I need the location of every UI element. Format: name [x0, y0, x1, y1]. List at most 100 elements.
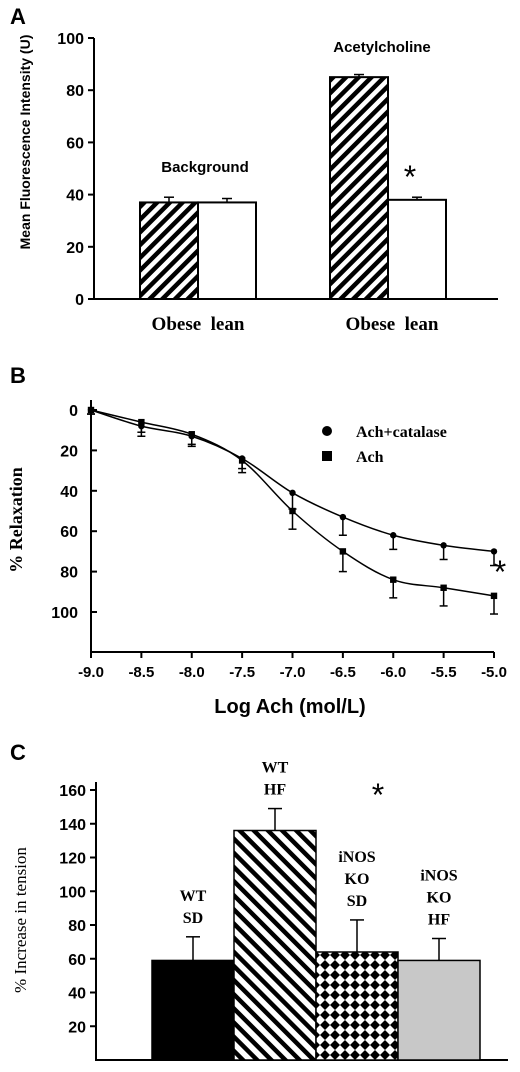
x-tick-label: -6.0 — [380, 664, 406, 681]
error-bar — [338, 551, 347, 573]
y-tick-label: 0 — [69, 403, 78, 420]
y-tick-label: 60 — [60, 524, 78, 541]
bar-obese — [329, 76, 389, 301]
x-tick-label: -5.5 — [431, 664, 457, 681]
panel-a-ylabel: Mean Fluorescence Intensity (U) — [17, 35, 33, 250]
y-tick-label: 40 — [66, 188, 84, 205]
y-tick-label: 40 — [68, 986, 86, 1003]
panel-c-asterisk: * — [372, 777, 384, 813]
error-bar — [432, 937, 446, 961]
y-tick-label: 0 — [75, 292, 84, 309]
y-tick-label: 80 — [68, 918, 86, 935]
y-tick-label: 60 — [68, 952, 86, 969]
point-ach-catalase — [339, 513, 347, 521]
panel-b-letter: B — [10, 363, 26, 388]
panel-c-yticks: 20 40 60 80 100 120 140 160 — [59, 783, 96, 1036]
x-tick-label: -8.0 — [179, 664, 205, 681]
panel-b-xticks: -9.0 -8.5 -8.0 -7.5 -7.0 -6.5 -6.0 -5.5 -5.0 — [78, 652, 507, 681]
legend-label-ach: Ach — [356, 449, 384, 466]
error-bar — [412, 196, 422, 200]
error-bar — [354, 73, 364, 78]
panel-c-letter: C — [10, 740, 26, 765]
panel-a-xlabel-1: Obese lean — [152, 314, 245, 335]
bar-label-line: KO — [427, 890, 452, 907]
bar-inos-ko-sd — [315, 951, 399, 1061]
panel-a-group-label-acetylcholine: Acetylcholine — [333, 39, 431, 56]
error-bar — [350, 919, 364, 952]
error-bar — [222, 197, 232, 203]
bar-label-line: KO — [345, 871, 370, 888]
panel-a-xlabel-2: Obese lean — [346, 314, 439, 335]
bar-label-line: SD — [347, 893, 367, 910]
x-tick-label: -5.0 — [481, 664, 507, 681]
panel-a-bars — [139, 73, 447, 301]
panel-a-letter: A — [10, 4, 26, 29]
panel-a: A Mean Fluorescence Intensity (U) 0 20 40 6… — [10, 4, 498, 335]
bar-label-line: WT — [180, 888, 207, 905]
point-ach — [339, 548, 347, 555]
legend-circle-marker — [322, 426, 332, 436]
x-tick-label: -7.0 — [280, 664, 306, 681]
y-tick-label: 120 — [59, 851, 86, 868]
y-tick-label: 20 — [68, 1019, 86, 1036]
y-tick-label: 100 — [57, 31, 84, 48]
x-tick-label: -7.5 — [229, 664, 255, 681]
point-ach-catalase — [289, 489, 296, 497]
point-ach — [138, 418, 145, 426]
point-ach — [490, 592, 498, 600]
y-tick-label: 160 — [59, 783, 86, 800]
point-ach — [87, 406, 95, 414]
panel-c-bars: WT SD WT HF iNOS KO SD iNOS KO HF — [151, 760, 481, 1061]
point-ach — [188, 431, 195, 438]
panel-b-yticks: 0 20 40 60 80 100 — [51, 403, 97, 622]
y-tick-label: 80 — [60, 565, 78, 582]
bar-label-line: HF — [264, 782, 286, 799]
y-tick-label: 100 — [51, 605, 78, 622]
panel-b-asterisk: * — [494, 554, 506, 590]
x-tick-label: -6.5 — [330, 664, 356, 681]
panel-b-legend: Ach+catalase Ach — [322, 424, 447, 466]
y-tick-label: 20 — [60, 443, 78, 460]
legend-label-ach-catalase: Ach+catalase — [356, 424, 447, 441]
panel-b-ylabel: % Relaxation — [6, 467, 26, 573]
y-tick-label: 100 — [59, 884, 86, 901]
y-tick-label: 140 — [59, 817, 86, 834]
bar-label-line: iNOS — [420, 868, 457, 885]
point-ach-catalase — [390, 532, 397, 539]
point-ach-catalase — [440, 542, 447, 549]
bar-wt-hf — [233, 829, 317, 1061]
y-tick-label: 60 — [66, 135, 84, 152]
point-ach-catalase — [490, 548, 498, 555]
error-bar — [186, 936, 200, 961]
bar-lean — [197, 201, 257, 300]
panel-a-yticks: 0 20 40 60 80 100 — [57, 31, 94, 309]
point-ach — [289, 507, 296, 515]
panel-c: C % Increase in tension 20 40 60 80 100 120 14… — [10, 740, 508, 1061]
error-bar — [164, 196, 174, 203]
bar-inos-ko-hf — [397, 959, 481, 1061]
bar-lean — [387, 198, 447, 301]
bar-label-line: iNOS — [338, 849, 375, 866]
point-ach — [238, 457, 246, 464]
bar-wt-sd — [151, 959, 235, 1061]
panel-b: B % Relaxation 0 20 40 60 80 100 -9.0 -8.5 -8.0… — [6, 363, 507, 718]
bar-obese — [139, 201, 199, 300]
bar-label-line: WT — [262, 760, 289, 777]
point-ach — [390, 576, 397, 583]
panel-a-group-label-background: Background — [161, 159, 249, 176]
panel-b-xlabel: Log Ach (mol/L) — [214, 696, 365, 718]
bar-label-line: HF — [428, 912, 450, 929]
y-tick-label: 80 — [66, 83, 84, 100]
x-tick-label: -9.0 — [78, 664, 104, 681]
panel-b-series — [87, 406, 498, 615]
point-ach — [440, 584, 447, 591]
panel-c-ylabel: % Increase in tension — [11, 847, 30, 993]
panel-a-asterisk: * — [404, 159, 416, 195]
legend-square-marker — [322, 451, 332, 461]
error-bar — [268, 807, 282, 831]
y-tick-label: 20 — [66, 240, 84, 257]
bar-label-line: SD — [183, 910, 203, 927]
x-tick-label: -8.5 — [128, 664, 154, 681]
y-tick-label: 40 — [60, 484, 78, 501]
